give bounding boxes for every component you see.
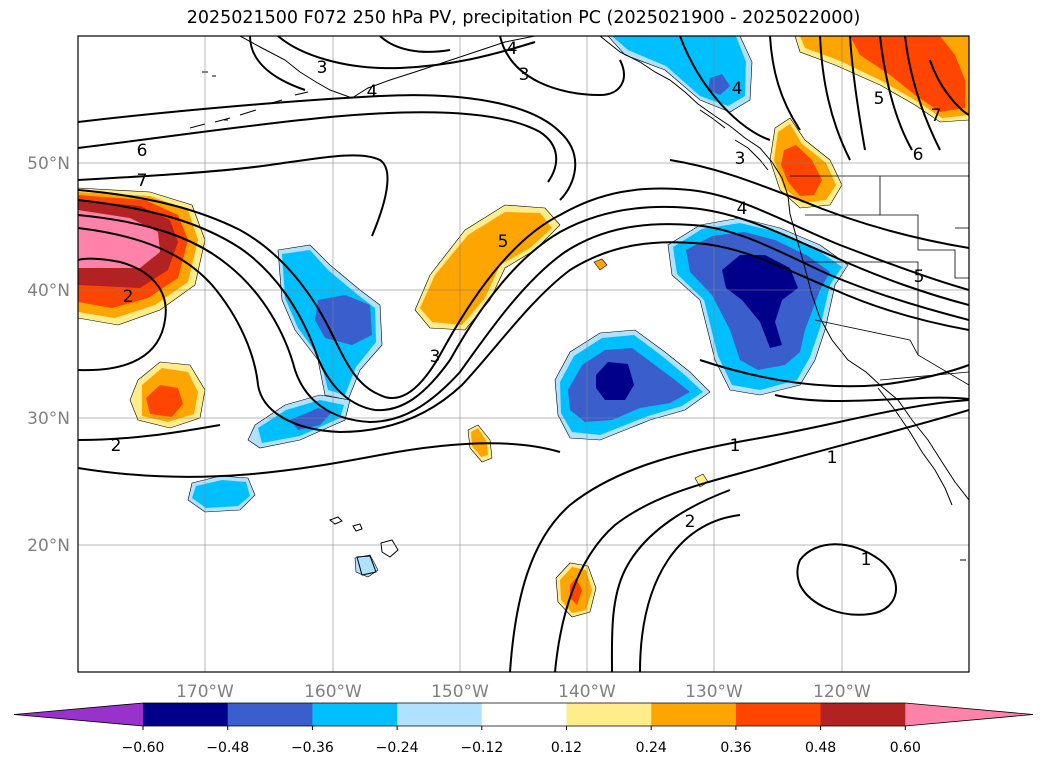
lat-tick-label: 30°N — [27, 409, 70, 429]
colorbar-extend-low — [14, 703, 143, 726]
lat-tick-label: 40°N — [27, 281, 70, 301]
colorbar-tick-label: −0.12 — [460, 740, 503, 756]
lon-tick-label: 140°W — [558, 682, 616, 702]
lat-axis: 50°N 40°N 30°N 20°N — [27, 154, 70, 556]
contour-label: 1 — [730, 436, 741, 456]
colorbar-segment — [397, 703, 483, 726]
lon-tick-label: 150°W — [431, 682, 489, 702]
precip-shading — [78, 36, 969, 618]
contour-label: 3 — [430, 347, 441, 367]
lon-axis: 170°W 160°W 150°W 140°W 130°W 120°W — [176, 682, 871, 702]
colorbar-segment — [481, 703, 567, 726]
colorbar-segment — [820, 703, 906, 726]
contour-label: 4 — [737, 199, 748, 219]
colorbar-tick-label: 0.60 — [890, 740, 921, 756]
lon-tick-label: 160°W — [304, 682, 362, 702]
contour-label: 6 — [137, 141, 148, 161]
contour-label: 5 — [914, 267, 925, 287]
lon-tick-label: 130°W — [685, 682, 743, 702]
contour-label: 3 — [519, 65, 530, 85]
contour-label: 4 — [367, 82, 378, 102]
map-area: 4 3 4 3 6 7 2 2 3 5 4 1 1 2 1 5 6 7 3 4 … — [78, 36, 969, 672]
contour-labels: 4 3 4 3 6 7 2 2 3 5 4 1 1 2 1 5 6 7 3 4 … — [111, 39, 942, 570]
colorbar-extend-high — [905, 703, 1033, 726]
pv-contours — [78, 36, 969, 672]
contour-label: 1 — [861, 550, 872, 570]
colorbar-tick-label: −0.36 — [291, 740, 334, 756]
contour-label: 7 — [137, 171, 148, 191]
contour-label: 6 — [913, 145, 924, 165]
colorbar-segment — [566, 703, 652, 726]
colorbar-tick-label: 0.48 — [805, 740, 836, 756]
lat-tick-label: 20°N — [27, 536, 70, 556]
colorbar-segment — [227, 703, 313, 726]
contour-label: 4 — [732, 79, 743, 99]
colorbar: −0.60 −0.48 −0.36 −0.24 −0.12 0.12 0.24 0.36 0.4… — [13, 702, 1034, 756]
map-frame — [77, 35, 970, 673]
political-borders — [790, 175, 969, 386]
coastlines — [189, 36, 969, 576]
contour-label: 5 — [874, 89, 885, 109]
colorbar-tick-label: 0.36 — [720, 740, 751, 756]
lon-tick-label: 120°W — [813, 682, 871, 702]
contour-label: 2 — [111, 436, 122, 456]
lon-tick-label: 170°W — [176, 682, 234, 702]
colorbar-tick-label: −0.48 — [206, 740, 249, 756]
colorbar-segment — [735, 703, 822, 726]
colorbar-tick-label: 0.12 — [551, 740, 582, 756]
colorbar-segment — [143, 703, 229, 726]
colorbar-tick-label: −0.60 — [122, 740, 165, 756]
colorbar-segment — [651, 703, 737, 726]
lat-tick-label: 50°N — [27, 154, 70, 174]
contour-label: 3 — [317, 58, 328, 78]
contour-label: 5 — [498, 232, 509, 252]
contour-label: 4 — [507, 39, 518, 59]
contour-label: 2 — [685, 512, 696, 532]
colorbar-tick-label: −0.24 — [376, 740, 419, 756]
map-title: 2025021500 F072 250 hPa PV, precipitatio… — [186, 8, 861, 28]
contour-label: 3 — [735, 149, 746, 169]
colorbar-tick-label: 0.24 — [636, 740, 667, 756]
contour-label: 2 — [123, 287, 134, 307]
colorbar-segment — [312, 703, 398, 726]
contour-label: 7 — [931, 106, 942, 126]
contour-label: 1 — [827, 448, 838, 468]
